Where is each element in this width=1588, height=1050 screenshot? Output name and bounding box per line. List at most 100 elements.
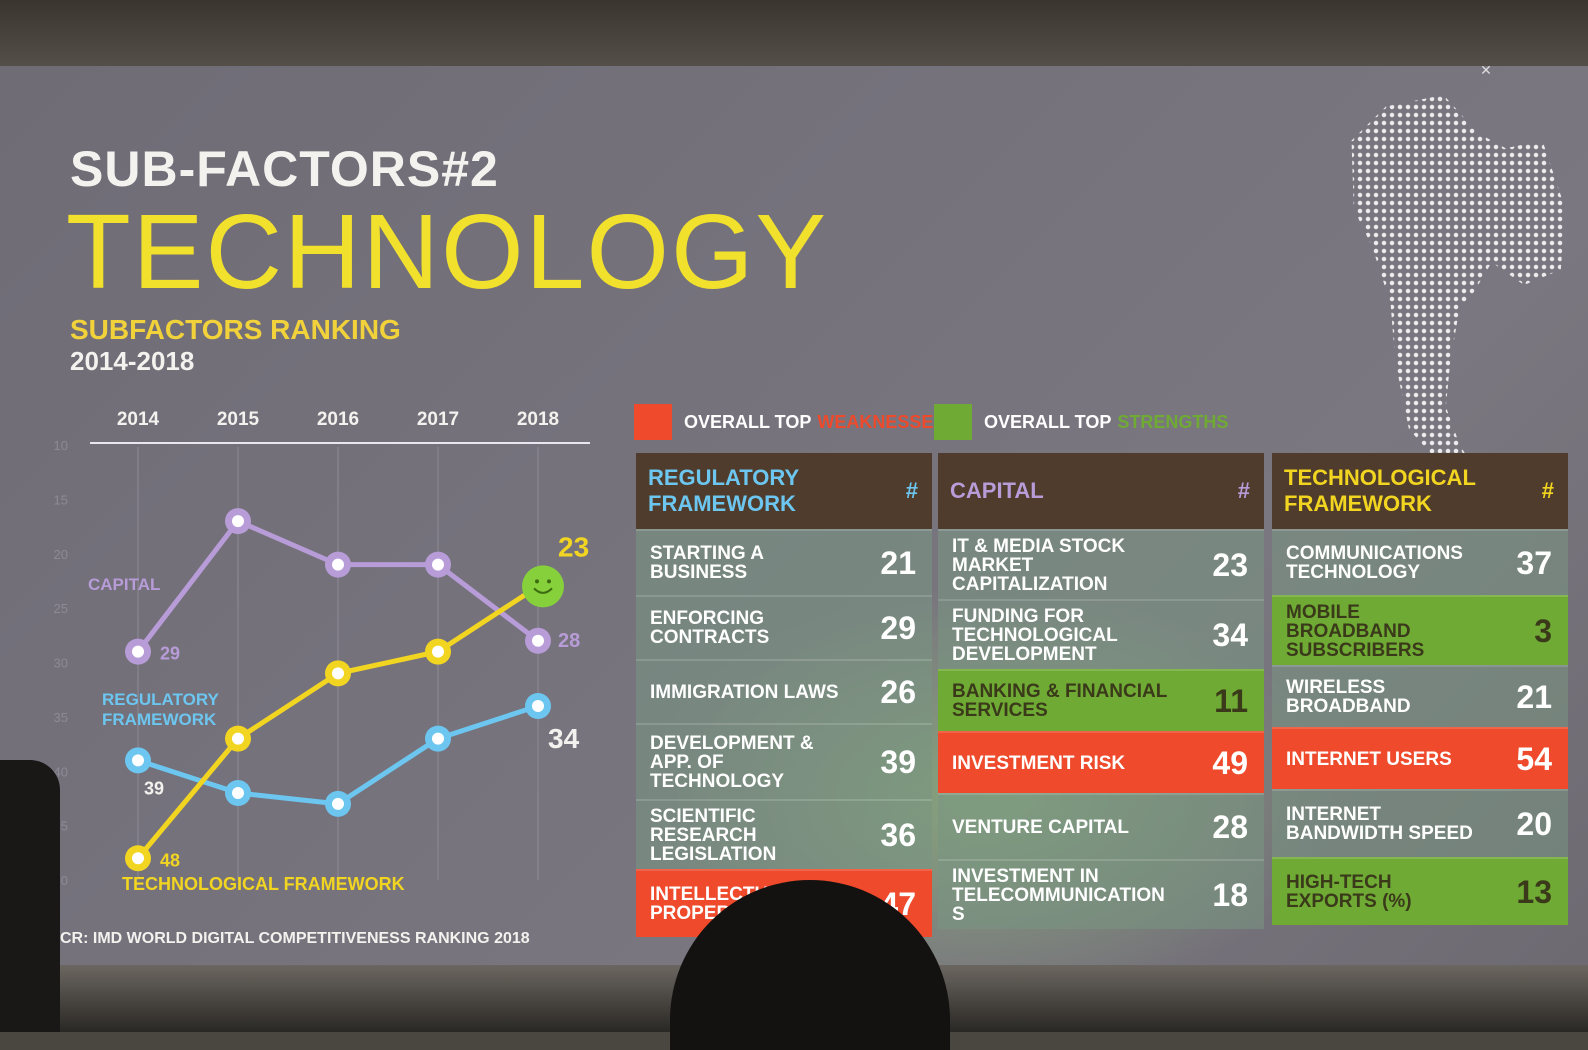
row-label: HIGH-TECH EXPORTS (%) <box>1286 872 1412 912</box>
legend-strengths: OVERALL TOP STRENGTHS <box>934 402 1228 442</box>
row-rank-value: 29 <box>880 609 916 646</box>
x-tick-label: 2016 <box>317 409 359 430</box>
legend-weaknesses: OVERALL TOP WEAKNESSES <box>634 402 945 442</box>
data-label: 39 <box>144 778 164 798</box>
data-point-center <box>532 634 544 647</box>
data-point-center <box>432 645 444 658</box>
data-point-center <box>332 558 344 571</box>
y-tick-label: 25 <box>54 601 68 616</box>
data-label: 48 <box>160 850 180 870</box>
series-name-label: TECHNOLOGICAL FRAMEWORK <box>122 874 405 894</box>
y-tick-label: 40 <box>54 764 68 779</box>
row-rank-value: 49 <box>1212 744 1248 781</box>
data-point-center <box>232 515 244 528</box>
legend-weak-prefix: OVERALL TOP <box>684 411 812 432</box>
table-row: INTERNET USERS 54 <box>1272 727 1568 789</box>
slide-title: TECHNOLOGY <box>66 193 829 311</box>
table-header-hash: # <box>1237 478 1250 503</box>
table-regulatory-framework: REGULATORY FRAMEWORK # STARTING A BUSINESS… <box>636 453 932 937</box>
y-tick-label: 35 <box>54 710 68 725</box>
row-label: WIRELESS BROADBAND <box>1286 677 1411 717</box>
data-point-center <box>432 732 444 745</box>
data-label: 34 <box>548 723 580 754</box>
table-technological-framework: TECHNOLOGICAL FRAMEWORK # COMMUNICATIONS T… <box>1272 453 1568 925</box>
row-rank-value: 36 <box>880 816 916 853</box>
row-label: FUNDING FOR TECHNOLOGICAL DEVELOPMENT <box>952 605 1118 665</box>
legend-weak-word: WEAKNESSES <box>817 411 946 432</box>
table-row: IT & MEDIA STOCK MARKET CAPITALIZATION 23 <box>938 529 1264 599</box>
table-header: TECHNOLOGICAL FRAMEWORK # <box>1272 453 1568 529</box>
data-point-center <box>232 732 244 745</box>
y-tick-label: 10 <box>54 438 68 453</box>
row-label: MOBILE BROADBAND SUBSCRIBERS <box>1286 601 1425 661</box>
table-row: INVESTMENT RISK 49 <box>938 731 1264 793</box>
table-row: INVESTMENT IN TELECOMMUNICATION S 18 <box>938 859 1264 929</box>
data-label: 29 <box>160 644 180 664</box>
x-tick-label: 2018 <box>517 409 559 430</box>
row-rank-value: 37 <box>1516 544 1552 581</box>
row-label: INVESTMENT RISK <box>952 752 1126 774</box>
row-rank-value: 21 <box>1516 678 1552 715</box>
table-row: BANKING & FINANCIAL SERVICES 11 <box>938 669 1264 731</box>
y-tick-label: 15 <box>54 492 68 507</box>
legend-strong-prefix: OVERALL TOP <box>984 411 1112 432</box>
table-row: MOBILE BROADBAND SUBSCRIBERS 3 <box>1272 595 1568 665</box>
series-name-label: REGULATORY <box>102 690 219 709</box>
ranking-title: SUBFACTORS RANKING <box>70 314 401 345</box>
table-row: IMMIGRATION LAWS 26 <box>636 659 932 723</box>
weakness-swatch <box>634 404 672 440</box>
row-label: SCIENTIFIC RESEARCH LEGISLATION <box>650 805 777 865</box>
series-name-label: CAPITAL <box>88 575 160 594</box>
x-tick-label: 2015 <box>217 409 260 430</box>
row-label: INTERNET USERS <box>1286 748 1452 770</box>
table-row: HIGH-TECH EXPORTS (%) 13 <box>1272 857 1568 925</box>
ranking-years: 2014-2018 <box>70 346 195 376</box>
data-point-center <box>132 645 144 658</box>
presenter-silhouette <box>0 760 60 1032</box>
series-name-label: FRAMEWORK <box>102 710 217 729</box>
row-rank-value: 54 <box>1516 740 1552 777</box>
x-tick-label: 2017 <box>417 409 459 430</box>
row-label: DEVELOPMENT & APP. OF TECHNOLOGY <box>650 732 814 792</box>
data-point-center <box>532 700 544 712</box>
row-label: VENTURE CAPITAL <box>952 816 1129 838</box>
table-row: WIRELESS BROADBAND 21 <box>1272 665 1568 727</box>
data-point-center <box>132 754 144 767</box>
row-label: ENFORCING CONTRACTS <box>650 608 770 648</box>
smiley-eye <box>547 579 551 584</box>
legend-strong-word: STRENGTHS <box>1117 411 1229 432</box>
table-header: CAPITAL # <box>938 453 1264 529</box>
row-rank-value: 11 <box>1214 682 1248 719</box>
row-rank-value: 28 <box>1212 808 1248 845</box>
row-label: COMMUNICATIONS TECHNOLOGY <box>1286 543 1463 583</box>
row-label: INTERNET BANDWIDTH SPEED <box>1286 804 1473 844</box>
data-label: 23 <box>558 531 589 562</box>
smiley-eye <box>535 579 539 584</box>
data-point-center <box>432 558 444 571</box>
table-header: REGULATORY FRAMEWORK # <box>636 453 932 529</box>
data-point-center <box>232 787 244 799</box>
y-tick-label: 30 <box>54 656 68 671</box>
smiley-mouth <box>533 587 553 594</box>
data-point-center <box>332 797 344 810</box>
x-tick-label: 2014 <box>117 409 160 430</box>
row-rank-value: 20 <box>1516 805 1552 842</box>
data-label: 28 <box>558 630 580 652</box>
row-rank-value: 21 <box>880 544 916 581</box>
data-point-center <box>332 667 344 680</box>
row-rank-value: 3 <box>1534 612 1552 649</box>
data-point-center <box>132 852 144 865</box>
table-row: INTERNET BANDWIDTH SPEED 20 <box>1272 789 1568 857</box>
row-label: IMMIGRATION LAWS <box>650 681 839 703</box>
table-row: ENFORCING CONTRACTS 29 <box>636 595 932 659</box>
row-rank-value: 23 <box>1212 546 1248 583</box>
table-header-hash: # <box>1541 478 1554 503</box>
table-row: SCIENTIFIC RESEARCH LEGISLATION 36 <box>636 799 932 869</box>
wall-top <box>0 0 1588 70</box>
y-tick-label: 20 <box>54 547 68 562</box>
fullscreen-exit-icon[interactable]: ✕ <box>1480 62 1492 78</box>
source-credit: CR: IMD WORLD DIGITAL COMPETITIVENESS RA… <box>60 930 530 947</box>
row-rank-value: 39 <box>880 743 916 780</box>
row-rank-value: 26 <box>880 673 916 710</box>
